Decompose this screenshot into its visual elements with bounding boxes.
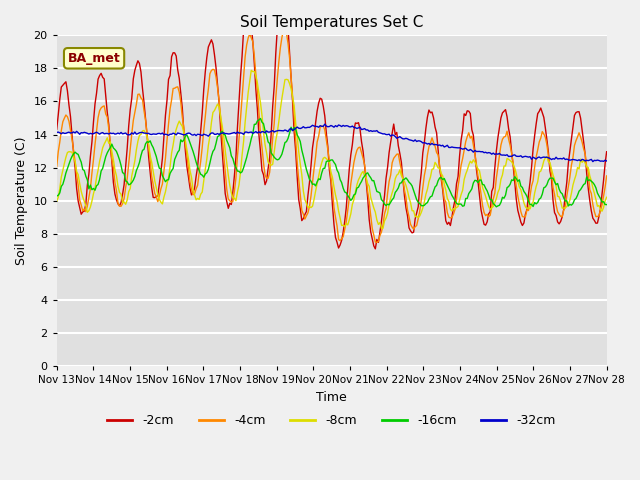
-8cm bbox=[217, 114, 225, 120]
-32cm bbox=[573, 158, 581, 164]
-16cm bbox=[575, 188, 583, 194]
-8cm bbox=[235, 182, 243, 188]
-2cm bbox=[120, 182, 128, 188]
-4cm bbox=[603, 173, 611, 179]
Line: -32cm: -32cm bbox=[57, 124, 607, 162]
-8cm bbox=[120, 199, 128, 205]
-4cm bbox=[280, 27, 287, 33]
-2cm bbox=[217, 126, 225, 132]
-16cm bbox=[295, 135, 303, 141]
-2cm bbox=[244, 0, 252, 6]
-32cm bbox=[244, 130, 252, 135]
-8cm bbox=[378, 226, 385, 231]
-2cm bbox=[603, 149, 611, 155]
Line: -4cm: -4cm bbox=[57, 30, 607, 242]
-16cm bbox=[244, 148, 252, 154]
-16cm bbox=[217, 130, 225, 136]
-8cm bbox=[603, 194, 611, 200]
-2cm bbox=[575, 109, 583, 115]
-32cm bbox=[589, 159, 596, 165]
-2cm bbox=[53, 127, 61, 132]
-2cm bbox=[235, 99, 243, 105]
-32cm bbox=[235, 130, 243, 136]
Line: -8cm: -8cm bbox=[57, 71, 607, 228]
-32cm bbox=[293, 124, 301, 130]
Title: Soil Temperatures Set C: Soil Temperatures Set C bbox=[240, 15, 423, 30]
-32cm bbox=[53, 130, 61, 135]
X-axis label: Time: Time bbox=[316, 391, 347, 404]
-8cm bbox=[575, 166, 583, 172]
-32cm bbox=[217, 131, 225, 136]
Text: BA_met: BA_met bbox=[68, 52, 120, 65]
-4cm bbox=[53, 164, 61, 169]
-2cm bbox=[295, 197, 303, 203]
-4cm bbox=[235, 136, 243, 142]
-8cm bbox=[295, 149, 303, 155]
Legend: -2cm, -4cm, -8cm, -16cm, -32cm: -2cm, -4cm, -8cm, -16cm, -32cm bbox=[102, 409, 561, 432]
-32cm bbox=[603, 158, 611, 164]
-32cm bbox=[120, 131, 128, 136]
-2cm bbox=[371, 246, 379, 252]
Line: -16cm: -16cm bbox=[57, 119, 607, 207]
-16cm bbox=[235, 168, 243, 174]
-4cm bbox=[217, 114, 225, 120]
-16cm bbox=[493, 204, 500, 210]
-16cm bbox=[603, 202, 611, 207]
-4cm bbox=[575, 130, 583, 136]
-16cm bbox=[53, 193, 61, 199]
-16cm bbox=[120, 170, 128, 176]
-8cm bbox=[248, 68, 255, 73]
-8cm bbox=[53, 198, 61, 204]
-4cm bbox=[244, 35, 252, 41]
-8cm bbox=[244, 90, 252, 96]
Y-axis label: Soil Temperature (C): Soil Temperature (C) bbox=[15, 136, 28, 265]
-4cm bbox=[295, 177, 303, 183]
-4cm bbox=[373, 240, 381, 245]
Line: -2cm: -2cm bbox=[57, 0, 607, 249]
-4cm bbox=[120, 196, 128, 202]
-16cm bbox=[257, 116, 264, 121]
-32cm bbox=[321, 121, 328, 127]
